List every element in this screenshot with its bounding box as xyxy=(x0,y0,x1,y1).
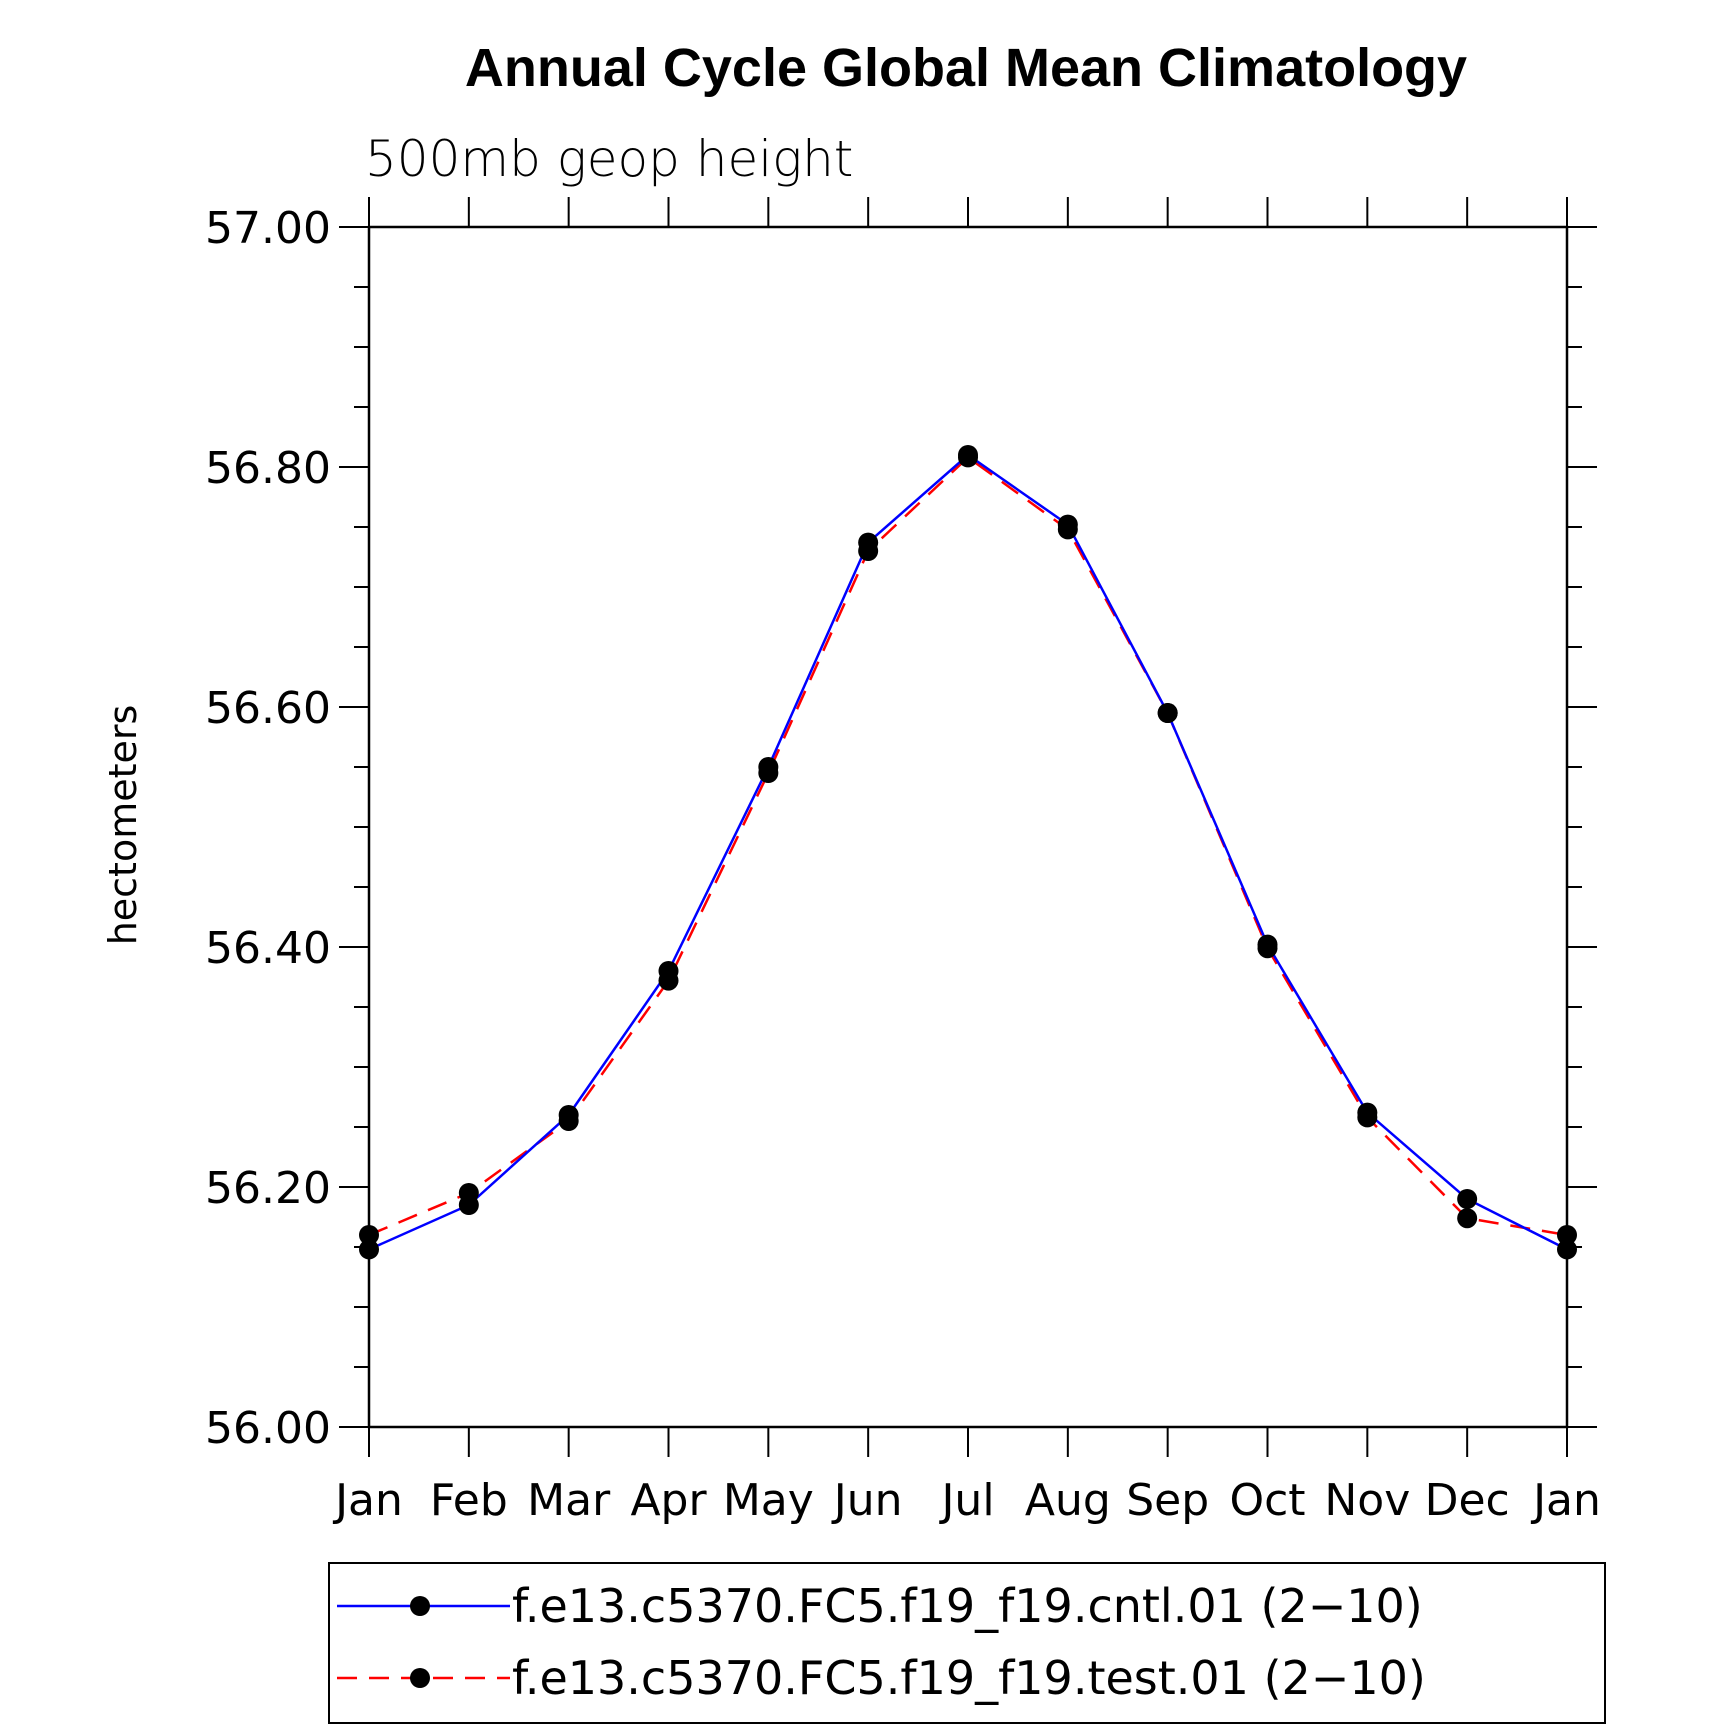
x-tick-label: Jan xyxy=(1530,1475,1601,1526)
series-0-point xyxy=(1557,1239,1577,1260)
legend-label-1: f.e13.c5370.FC5.f19_f19.test.01 (2−10) xyxy=(512,1651,1426,1705)
x-tick-label: Aug xyxy=(1025,1475,1111,1526)
x-tick-label: Jun xyxy=(831,1475,903,1526)
series-1-point xyxy=(1557,1225,1577,1245)
series-1-point xyxy=(359,1225,379,1245)
x-tick-label: Mar xyxy=(527,1475,611,1526)
legend-label-0: f.e13.c5370.FC5.f19_f19.cntl.01 (2−10) xyxy=(512,1579,1423,1633)
chart-title: Annual Cycle Global Mean Climatology xyxy=(465,38,1467,98)
series-markers xyxy=(359,445,1577,1260)
series-line-0 xyxy=(368,453,1568,1251)
x-tick-label: Jan xyxy=(332,1475,403,1526)
y-axis-ticks: 56.00 56.20 56.40 56.60 56.80 57.00 xyxy=(205,203,1597,1454)
series-1-point xyxy=(958,447,978,468)
series-1-point xyxy=(1357,1107,1378,1128)
y-tick-label: 56.20 xyxy=(205,1163,331,1214)
legend-marker-1 xyxy=(410,1668,430,1688)
y-tick-label: 56.40 xyxy=(205,923,331,974)
legend: f.e13.c5370.FC5.f19_f19.cntl.01 (2−10) f.… xyxy=(328,1562,1606,1724)
y-tick-label: 56.00 xyxy=(205,1403,331,1454)
legend-box xyxy=(328,1562,1606,1724)
x-tick-label: Oct xyxy=(1229,1475,1305,1526)
series-1-point xyxy=(458,1183,479,1203)
series-line-1 xyxy=(368,455,1568,1237)
series-1-point xyxy=(1157,703,1178,723)
x-tick-label: May xyxy=(723,1475,814,1526)
plot-frame xyxy=(367,225,1569,1429)
y-tick-label: 56.60 xyxy=(205,683,331,734)
x-tick-label: Dec xyxy=(1425,1475,1510,1526)
series-1-point xyxy=(1457,1208,1478,1229)
series-1-point xyxy=(658,970,679,991)
series-1-point xyxy=(558,1111,579,1131)
series-0-point xyxy=(1457,1189,1478,1209)
series-1-point xyxy=(758,763,779,783)
series-1-point xyxy=(858,541,879,561)
plot-border xyxy=(367,225,1569,1429)
x-tick-label: Sep xyxy=(1126,1475,1209,1526)
x-tick-label: Jul xyxy=(938,1475,994,1526)
series-0-point xyxy=(359,1239,379,1260)
x-axis-ticks: Jan Feb Mar Apr May Jun Jul Aug Sep Oct Nov Dec Jan xyxy=(332,197,1601,1526)
x-tick-label: Feb xyxy=(430,1475,508,1526)
chart-subtitle: 500mb geop height xyxy=(365,130,853,188)
series-1-point xyxy=(1057,519,1078,540)
legend-marker-0 xyxy=(410,1596,430,1616)
y-axis-label: hectometers xyxy=(101,705,145,946)
series-lines xyxy=(368,453,1568,1251)
x-tick-label: Apr xyxy=(630,1475,707,1526)
y-tick-label: 56.80 xyxy=(205,443,331,494)
y-tick-label: 57.00 xyxy=(205,203,331,254)
x-tick-label: Nov xyxy=(1324,1475,1410,1526)
series-1-point xyxy=(1257,938,1278,959)
